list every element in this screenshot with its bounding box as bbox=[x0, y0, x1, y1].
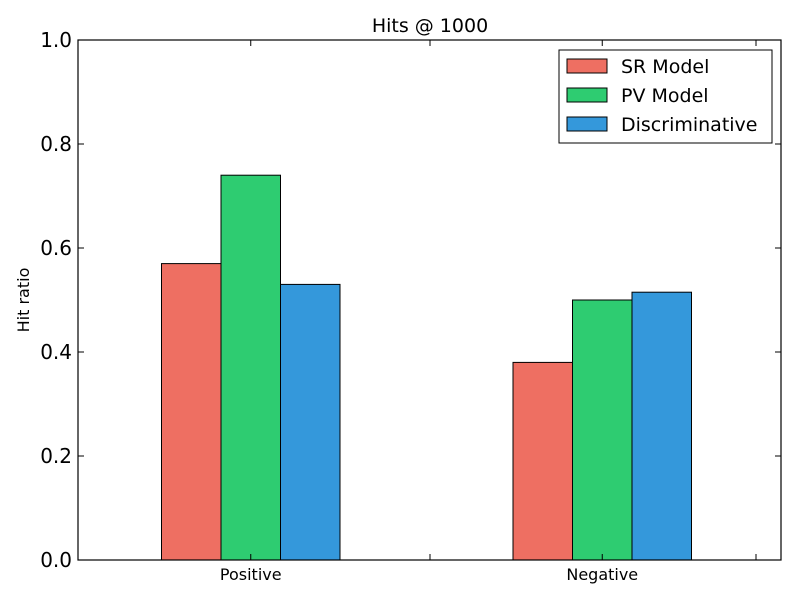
plot-area: 0.0 0.2 0.4 0.6 0.8 1.0 Positive Negative bbox=[40, 28, 781, 584]
y-tick-label: 0.4 bbox=[40, 340, 72, 364]
bar-pv-model-positive bbox=[220, 174, 281, 561]
y-tick-label: 0.2 bbox=[40, 444, 72, 468]
y-tick-label: 1.0 bbox=[40, 28, 72, 52]
legend-swatch-pv-model bbox=[566, 87, 608, 103]
legend-swatch-discriminative bbox=[566, 116, 608, 132]
bar-discriminative-negative bbox=[631, 291, 692, 561]
y-tick-label: 0.6 bbox=[40, 236, 72, 260]
y-axis-label: Hit ratio bbox=[14, 268, 33, 333]
bar-sr-model-positive bbox=[161, 263, 222, 561]
bar-sr-model-negative bbox=[512, 361, 573, 561]
plot-frame bbox=[77, 39, 782, 561]
y-tick-label: 0.0 bbox=[40, 548, 72, 572]
bar-pv-model-negative bbox=[572, 299, 633, 561]
legend-label: PV Model bbox=[621, 85, 709, 107]
legend-label: Discriminative bbox=[621, 114, 757, 136]
chart-title: Hits @ 1000 bbox=[372, 15, 488, 37]
bar-discriminative-positive bbox=[280, 283, 341, 561]
legend-swatch-sr-model bbox=[566, 58, 608, 74]
legend-label: SR Model bbox=[621, 56, 709, 78]
legend: SR Model PV Model Discriminative bbox=[558, 49, 773, 144]
x-tick-label: Negative bbox=[566, 565, 638, 584]
x-tick-label: Positive bbox=[220, 565, 282, 584]
y-tick-label: 0.8 bbox=[40, 132, 72, 156]
